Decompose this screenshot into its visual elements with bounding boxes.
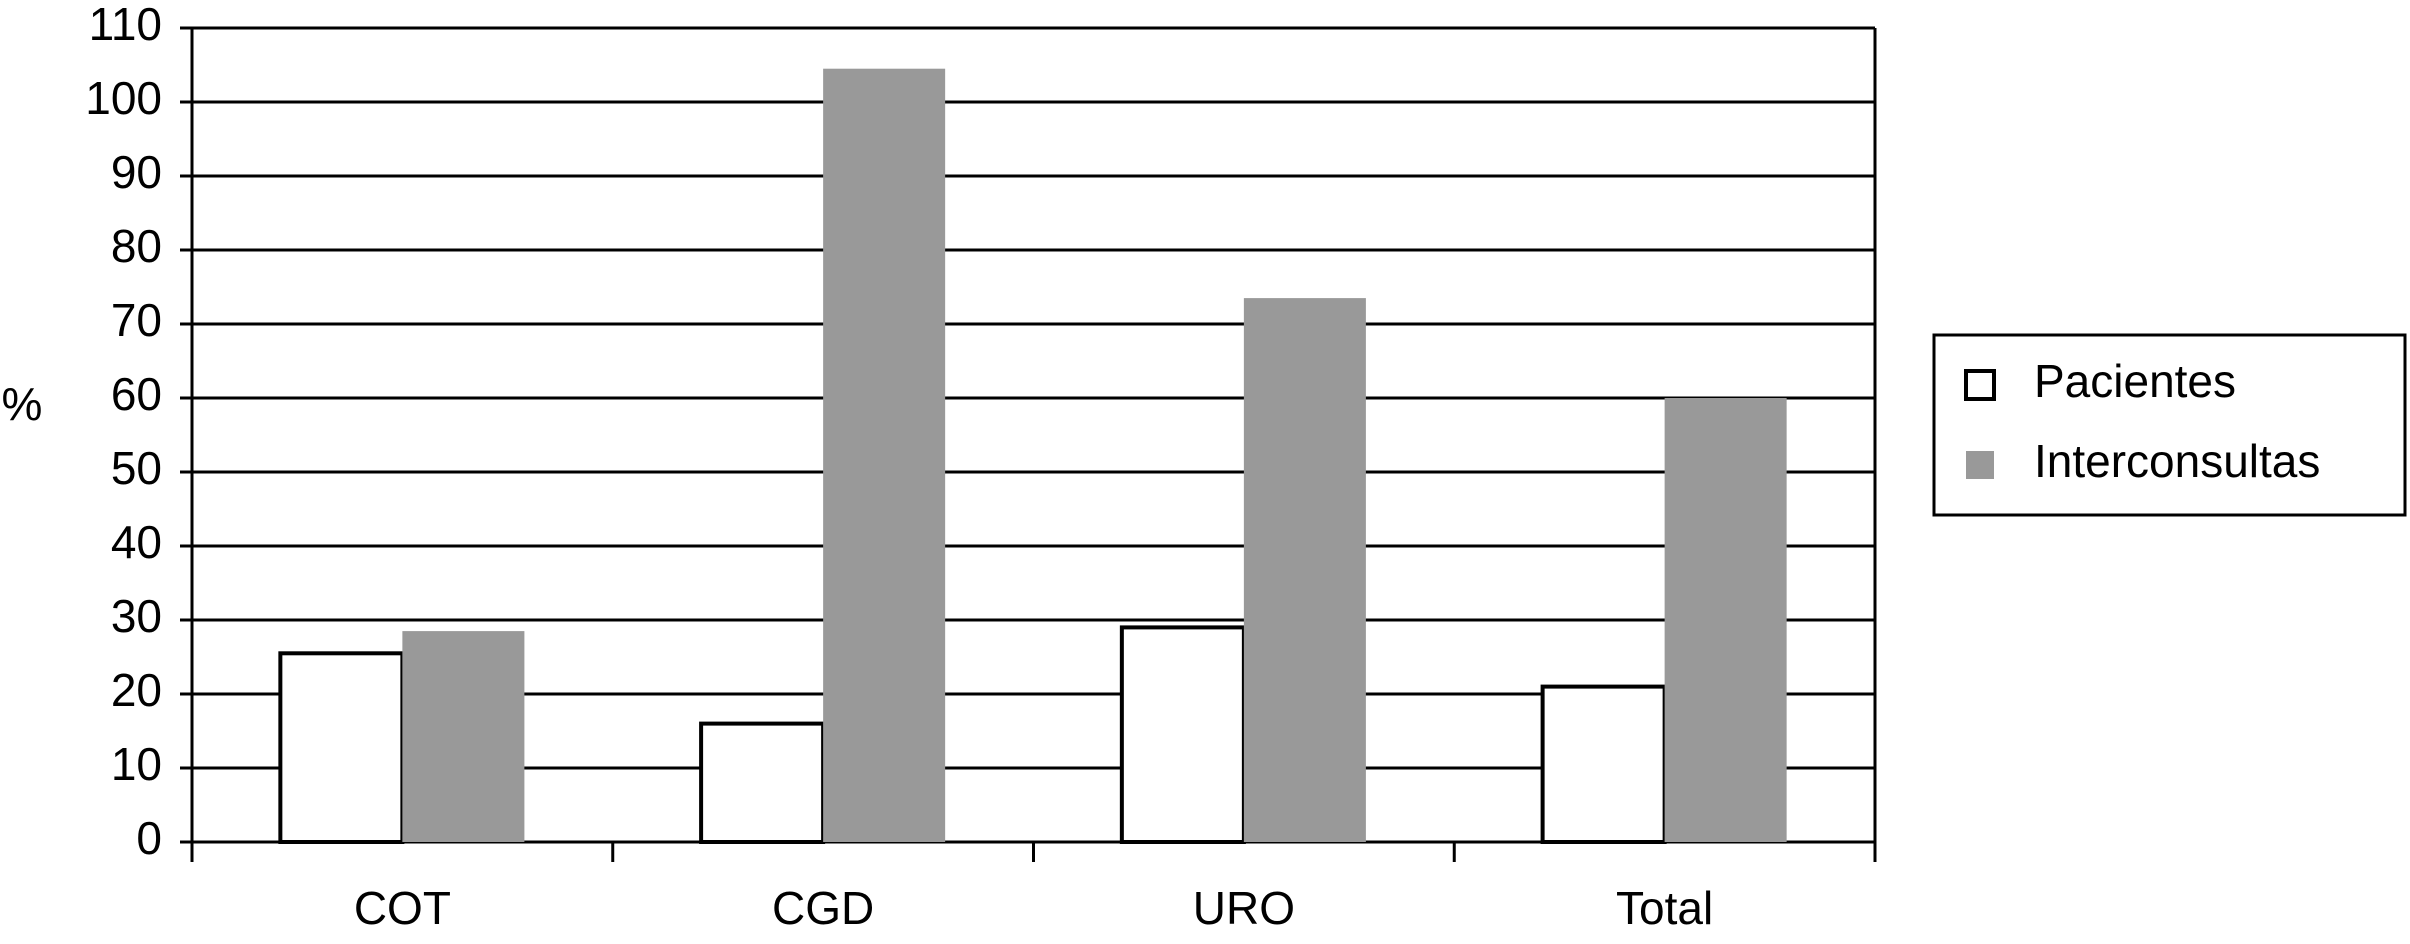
bar — [278, 651, 405, 844]
bar — [1664, 398, 1787, 842]
y-tick-label: 100 — [85, 72, 162, 124]
y-tick-label: 70 — [111, 294, 162, 346]
y-tick-label: 110 — [89, 0, 162, 50]
bar — [1243, 298, 1366, 843]
y-tick-label: 0 — [136, 812, 162, 864]
bar — [1119, 625, 1246, 845]
x-tick-label: URO — [1193, 882, 1295, 934]
y-tick-label: 20 — [111, 664, 162, 716]
x-tick-label: Total — [1616, 882, 1713, 934]
bar — [699, 721, 826, 844]
y-tick-label: 90 — [111, 146, 162, 198]
y-tick-label: 30 — [111, 590, 162, 642]
bar — [1540, 684, 1667, 844]
legend-box — [1932, 333, 2407, 517]
y-tick-label: 60 — [111, 368, 162, 420]
legend-label: Pacientes — [2034, 355, 2236, 407]
y-tick-label: 50 — [111, 442, 162, 494]
legend-swatch — [1966, 451, 1994, 479]
y-tick-label: 40 — [111, 516, 162, 568]
bar — [402, 631, 525, 842]
y-tick-label: 10 — [111, 738, 162, 790]
x-tick-label: COT — [354, 882, 451, 934]
legend-swatch — [1964, 369, 1996, 401]
bar — [823, 68, 946, 842]
y-tick-label: 80 — [111, 220, 162, 272]
x-tick-label: CGD — [772, 882, 874, 934]
legend-label: Interconsultas — [2034, 435, 2320, 487]
y-axis-label: % — [2, 378, 43, 430]
